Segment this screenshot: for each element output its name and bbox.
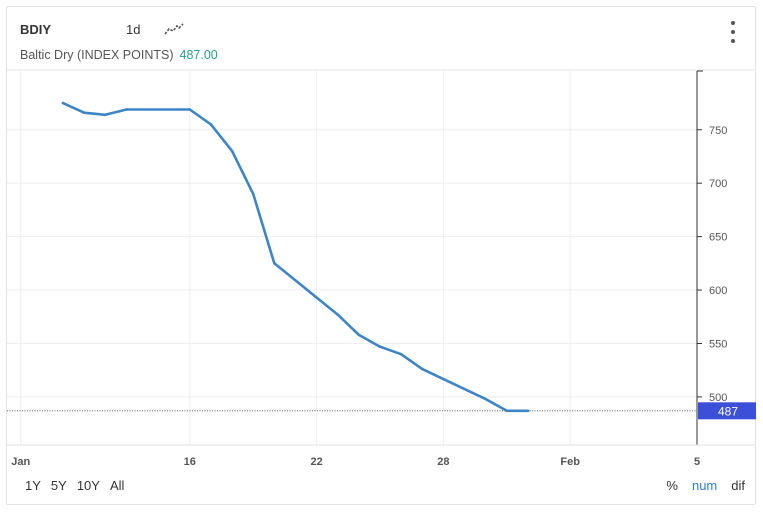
data-point — [484, 397, 487, 401]
mode-buttons: % num dif — [666, 478, 745, 493]
chart-widget: BDIY 1d Baltic Dry (INDEX POINTS) 487.00 … — [6, 6, 756, 505]
dot — [731, 30, 735, 34]
last-value-label: 487.00 — [179, 48, 218, 62]
y-tick-label: 750 — [709, 125, 727, 137]
data-point — [251, 192, 255, 196]
dot — [731, 39, 735, 43]
data-point — [399, 352, 403, 356]
range-buttons: 1Y 5Y 10Y All — [25, 478, 124, 493]
dot — [731, 21, 735, 25]
mode-button-num[interactable]: num — [691, 478, 718, 493]
data-point — [357, 333, 361, 337]
last-value-badge-label: 487 — [718, 404, 738, 418]
data-point — [209, 123, 213, 126]
series-subtitle: Baltic Dry (INDEX POINTS) 487.00 — [20, 48, 218, 62]
chart-header: BDIY 1d — [20, 19, 184, 39]
data-point — [230, 149, 234, 153]
y-tick-label: 550 — [709, 338, 727, 350]
data-point — [526, 409, 530, 413]
data-point — [420, 367, 424, 371]
y-tick-label: 600 — [709, 285, 727, 297]
x-tick-label: 22 — [310, 456, 322, 468]
line-chart-icon[interactable] — [164, 22, 184, 36]
data-point — [61, 101, 65, 105]
x-tick-label: 5 — [694, 456, 700, 468]
series-line — [61, 101, 530, 413]
vertical-dots-icon[interactable] — [729, 21, 737, 43]
data-point — [103, 113, 107, 117]
range-button-1y[interactable]: 1Y — [25, 478, 41, 493]
last-value-badge — [698, 402, 756, 420]
data-point — [188, 108, 192, 111]
x-tick-label: 16 — [184, 456, 196, 468]
data-point — [505, 409, 509, 413]
data-point — [82, 111, 86, 114]
y-tick-label: 700 — [709, 178, 727, 190]
y-tick-label: 650 — [709, 232, 727, 244]
range-button-10y[interactable]: 10Y — [76, 478, 100, 493]
mode-button-percent[interactable]: % — [666, 478, 678, 493]
range-button-all[interactable]: All — [109, 478, 125, 493]
interval-selector[interactable]: 1d — [126, 21, 141, 37]
x-tick-label: 28 — [437, 456, 449, 468]
data-point — [378, 345, 382, 348]
data-point — [273, 262, 276, 265]
data-point — [336, 313, 340, 316]
x-tick-label: Jan — [11, 456, 30, 468]
range-button-5y[interactable]: 5Y — [50, 478, 67, 493]
symbol-label: BDIY — [20, 21, 52, 37]
data-point — [125, 108, 128, 111]
x-tick-label: Feb — [560, 456, 580, 468]
series-label: Baltic Dry (INDEX POINTS) — [20, 48, 174, 62]
y-tick-label: 500 — [709, 392, 727, 404]
mode-button-dif[interactable]: dif — [731, 478, 745, 493]
